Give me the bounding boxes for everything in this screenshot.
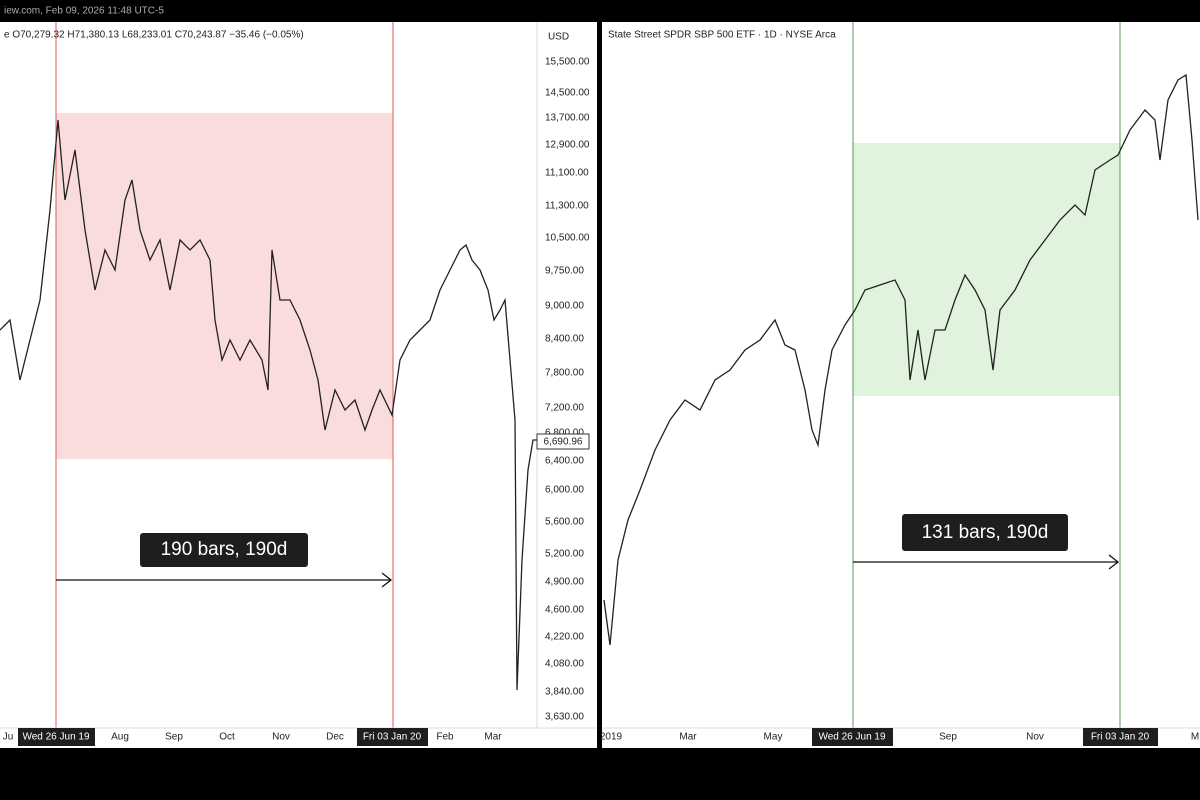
x-axis-label: Feb (436, 732, 454, 743)
measure-box (902, 514, 1068, 551)
measure-box (140, 533, 308, 567)
y-axis-label: 9,750.00 (545, 266, 584, 277)
x-axis-label: Sep (939, 732, 957, 743)
y-axis-label: 13,700.00 (545, 113, 590, 124)
x-axis-label: Nov (1026, 732, 1044, 743)
y-axis-label: 10,500.00 (545, 233, 590, 244)
y-axis-label: 3,630.00 (545, 712, 584, 723)
y-axis-label: 6,000.00 (545, 485, 584, 496)
y-axis-label: 11,100.00 (545, 168, 589, 179)
x-axis-label: Ju (3, 732, 14, 743)
axis-unit: USD (548, 32, 569, 43)
range-box (56, 113, 393, 459)
y-axis-label: 4,600.00 (545, 605, 584, 616)
x-axis-label: May (764, 732, 783, 743)
y-axis-label: 11,300.00 (545, 201, 589, 212)
x-axis-label: Oct (219, 732, 235, 743)
x-axis-label: 2019 (600, 732, 623, 743)
y-axis-label: 4,220.00 (545, 632, 584, 643)
x-axis-label: Aug (111, 732, 129, 743)
y-axis-label: 9,000.00 (545, 301, 584, 312)
y-axis-label: 8,400.00 (545, 334, 584, 345)
y-axis-label: 12,900.00 (545, 140, 590, 151)
arrow-head (381, 572, 393, 588)
y-axis-label: 6,800.00 (545, 428, 584, 439)
date-highlight (1083, 728, 1158, 746)
x-axis-label: M (1191, 732, 1199, 743)
date-highlight (812, 728, 893, 746)
y-axis-label: 14,500.00 (545, 88, 590, 99)
y-axis-label: 7,800.00 (545, 368, 584, 379)
chart-header: State Street SPDR SBP 500 ETF · 1D · NYS… (608, 30, 836, 41)
y-axis-label: 5,200.00 (545, 549, 584, 560)
x-axis-label: Sep (165, 732, 183, 743)
y-axis-label: 15,500.00 (545, 57, 590, 68)
measure-label: 131 bars, 190d (922, 522, 1049, 543)
x-axis-label: Mar (484, 732, 502, 743)
range-box (853, 143, 1120, 396)
x-axis-label: Mar (679, 732, 697, 743)
y-axis-label: 6,400.00 (545, 456, 584, 467)
x-axis-label: Dec (326, 732, 344, 743)
range-start: Wed 26 Jun 19 (818, 732, 886, 743)
range-end: Fri 03 Jan 20 (363, 732, 422, 743)
price-label: 6,690.96 (544, 437, 583, 448)
chart-header: e O70,279.32 H71,380.13 L68,233.01 C70,2… (4, 30, 304, 41)
y-axis-label: 3,840.00 (545, 687, 584, 698)
top-bar-text: iew.com, Feb 09, 2026 11:48 UTC-5 (4, 6, 164, 17)
x-axis-label: Nov (272, 732, 290, 743)
y-axis-label: 4,080.00 (545, 659, 584, 670)
y-axis-label: 4,900.00 (545, 577, 584, 588)
date-highlight (357, 728, 428, 746)
price-label-box (536, 433, 590, 450)
y-axis-label: 5,600.00 (545, 517, 584, 528)
price-line (603, 73, 1199, 646)
range-start: Wed 26 Jun 19 (22, 732, 90, 743)
price-line (0, 119, 538, 691)
range-end: Fri 03 Jan 20 (1091, 732, 1150, 743)
date-highlight (18, 728, 95, 746)
arrow-head (1108, 554, 1120, 570)
y-axis-label: 7,200.00 (545, 403, 584, 414)
measure-label: 190 bars, 190d (161, 539, 288, 560)
